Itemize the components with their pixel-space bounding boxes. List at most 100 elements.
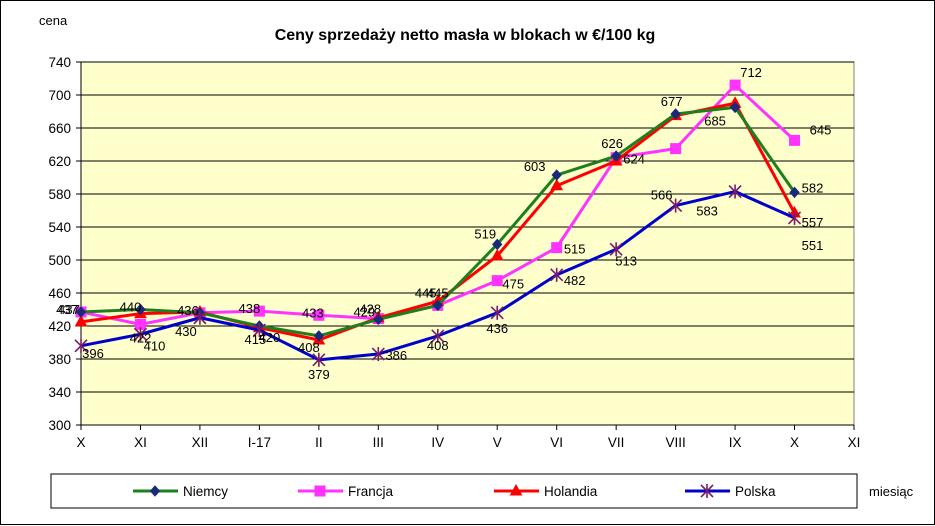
data-label-polska: 410 [144, 338, 166, 353]
data-label-niemcy: 420 [259, 330, 281, 345]
x-tick-label: VII [608, 435, 625, 450]
x-tick-label: XI [848, 435, 861, 450]
data-label-francja: 445 [427, 285, 449, 300]
data-label-francja: 429 [353, 305, 375, 320]
data-point-polska [133, 327, 148, 342]
data-point-polska [193, 310, 207, 325]
data-point-polska [728, 184, 742, 199]
x-tick-label: XII [192, 435, 209, 450]
data-point-holandia [74, 314, 88, 327]
data-label-francja: 422 [130, 330, 152, 345]
legend-label-niemcy: Niemcy [183, 484, 228, 499]
x-tick-label: X [790, 435, 799, 450]
y-tick-label: 420 [48, 319, 71, 334]
data-point-holandia [490, 248, 504, 261]
x-tick-label: II [315, 435, 323, 450]
data-label-polska: 566 [651, 188, 673, 203]
data-point-francja [551, 242, 563, 254]
x-tick-label: VI [550, 435, 563, 450]
legend-label-holandia: Holandia [544, 484, 598, 499]
data-point-francja [313, 309, 325, 321]
x-axis-label: miesiąc [869, 484, 914, 499]
data-label-polska: 396 [82, 346, 104, 361]
data-label-polska: 386 [385, 348, 407, 363]
y-tick-label: 300 [48, 418, 71, 433]
y-tick-label: 740 [48, 55, 71, 70]
x-tick-label: X [76, 435, 85, 450]
data-label-holandia: 557 [802, 215, 824, 230]
data-label-polska: 551 [802, 238, 824, 253]
data-point-francja [729, 79, 741, 91]
y-axis-label: cena [39, 13, 68, 28]
data-point-niemcy [551, 169, 562, 181]
data-point-niemcy [432, 299, 443, 312]
y-tick-label: 540 [48, 220, 71, 235]
legend-label-polska: Polska [735, 484, 776, 499]
data-label-polska: 513 [615, 253, 637, 268]
data-label-francja: 438 [239, 301, 261, 316]
data-label-niemcy: 603 [524, 159, 546, 174]
data-label-francja: 645 [810, 122, 832, 137]
y-tick-label: 460 [48, 286, 71, 301]
data-label-francja: 437 [56, 302, 78, 317]
data-label-niemcy: 436 [177, 303, 199, 318]
data-label-polska: 379 [308, 367, 330, 382]
x-tick-label: IX [729, 435, 742, 450]
y-tick-label: 700 [48, 88, 71, 103]
y-tick-label: 340 [48, 385, 71, 400]
data-point-polska [787, 210, 802, 225]
y-tick-label: 380 [48, 352, 71, 367]
data-label-polska: 415 [245, 332, 267, 347]
data-point-polska [550, 267, 564, 282]
data-point-niemcy [610, 150, 622, 162]
legend-marker-francja [314, 485, 326, 497]
data-label-francja: 515 [564, 242, 586, 257]
legend: Niemcy Francja Holandia Polska [50, 473, 858, 509]
data-label-polska: 583 [696, 204, 718, 219]
x-tick-label: VIII [665, 435, 685, 450]
data-point-francja [253, 305, 265, 317]
legend-marker-holandia [509, 483, 523, 496]
chart-title: Ceny sprzedaży netto masła w blokach w €… [275, 27, 656, 44]
data-point-niemcy [492, 238, 503, 251]
legend-marker-niemcy [149, 485, 161, 497]
data-point-polska [431, 328, 445, 343]
legend-marker-polska [700, 484, 714, 498]
data-point-niemcy [373, 313, 384, 326]
data-label-francja: 433 [302, 305, 324, 320]
data-label-niemcy: 428 [359, 301, 381, 316]
data-point-polska [669, 198, 683, 213]
data-point-niemcy [729, 101, 741, 114]
data-label-francja: 475 [502, 277, 524, 292]
data-point-polska [371, 347, 385, 362]
data-label-niemcy: 677 [661, 94, 683, 109]
data-label-polska: 408 [427, 338, 449, 353]
data-label-polska: 430 [175, 324, 197, 339]
data-point-niemcy [135, 303, 146, 316]
data-label-niemcy: 440 [120, 300, 142, 315]
y-tick-label: 660 [48, 121, 71, 136]
data-label-niemcy: 519 [474, 226, 496, 241]
data-point-niemcy [75, 306, 87, 318]
x-tick-label: III [373, 435, 384, 450]
data-label-francja: 624 [623, 152, 645, 167]
data-point-francja [670, 143, 682, 155]
legend-label-francja: Francja [348, 484, 394, 499]
data-point-polska [609, 242, 623, 257]
data-label-niemcy: 582 [802, 180, 824, 195]
data-point-polska [252, 323, 266, 338]
data-point-polska [490, 305, 504, 320]
data-label-niemcy: 445 [415, 285, 437, 300]
data-point-niemcy [313, 330, 325, 342]
data-label-polska: 436 [486, 321, 508, 336]
data-label-niemcy: 437 [58, 302, 80, 317]
x-tick-label: I-17 [248, 435, 271, 450]
y-tick-label: 620 [48, 154, 71, 169]
y-tick-label: 580 [48, 187, 71, 202]
x-tick-label: V [493, 435, 502, 450]
plot-background [80, 61, 855, 426]
data-label-niemcy: 408 [298, 340, 320, 355]
